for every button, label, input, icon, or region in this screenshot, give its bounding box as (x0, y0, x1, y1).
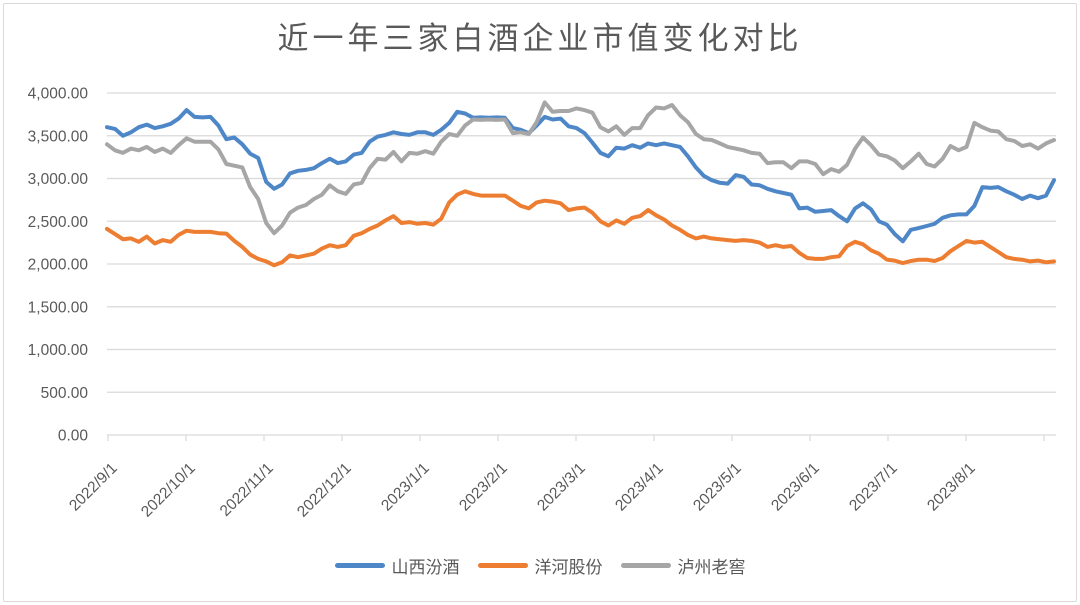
legend-label-shanxi-fenjiu: 山西汾酒 (391, 558, 460, 577)
legend-item-luzhou-laojiao: 泸州老窖 (620, 553, 746, 578)
x-axis-label: 2023/4/1 (612, 460, 667, 515)
legend-label-yanghe-gufen: 洋河股份 (534, 558, 603, 577)
chart-frame (3, 3, 1077, 602)
legend-item-yanghe-gufen: 洋河股份 (477, 553, 603, 578)
x-axis-label: 2023/1/1 (378, 460, 433, 515)
y-axis-label: 2,500.00 (28, 214, 89, 231)
y-axis-label: 4,000.00 (28, 86, 89, 103)
y-axis-label: 500.00 (41, 385, 89, 402)
x-axis-label: 2022/10/1 (138, 460, 199, 521)
y-axis-label: 2,000.00 (28, 257, 89, 274)
x-axis-label: 2023/2/1 (456, 460, 511, 515)
x-axis-label: 2023/8/1 (924, 460, 979, 515)
y-axis-label: 3,000.00 (28, 171, 89, 188)
chart-legend: 山西汾酒 洋河股份 泸州老窖 (0, 553, 1080, 578)
y-axis-label: 0.00 (58, 428, 89, 445)
x-axis-label: 2022/12/1 (294, 460, 355, 521)
series-line-yanghe-gufen (105, 189, 1056, 268)
y-axis-label: 3,500.00 (28, 128, 89, 145)
legend-label-luzhou-laojiao: 泸州老窖 (677, 558, 746, 577)
x-axis-label: 2023/5/1 (690, 460, 745, 515)
x-axis-label: 2023/7/1 (846, 460, 901, 515)
x-axis-label: 2023/3/1 (534, 460, 589, 515)
chart-title: 近一年三家白酒企业市值变化对比 (277, 21, 803, 56)
legend-swatch-luzhou-laojiao (620, 563, 671, 568)
x-axis-label: 2023/6/1 (768, 460, 823, 515)
x-axis-label: 2022/9/1 (66, 460, 121, 515)
series-line-luzhou-laojiao (105, 100, 1056, 236)
y-axis-label: 1,500.00 (28, 299, 89, 316)
y-axis-label: 1,000.00 (28, 342, 89, 359)
x-axis-label: 2022/11/1 (217, 460, 277, 520)
legend-swatch-shanxi-fenjiu (334, 563, 385, 568)
legend-swatch-yanghe-gufen (477, 563, 528, 568)
series-line-shanxi-fenjiu (105, 108, 1056, 244)
legend-item-shanxi-fenjiu: 山西汾酒 (334, 553, 460, 578)
